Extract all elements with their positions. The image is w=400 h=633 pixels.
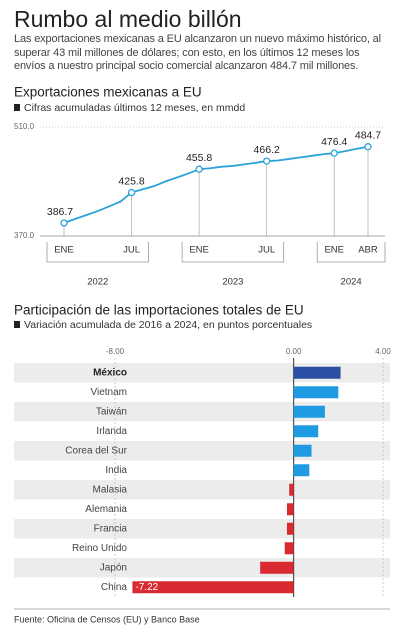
x-tick-label: JUL: [123, 245, 140, 256]
source: Fuente: Oficina de Censos (EU) y Banco B…: [14, 614, 200, 624]
bar: [293, 444, 312, 457]
x-tick-label: 4.00: [375, 347, 391, 356]
bar: [293, 366, 341, 379]
y-tick-label: Irlanda: [96, 426, 127, 437]
marker: [195, 165, 203, 173]
value-label: 386.7: [47, 206, 73, 218]
row-band: [14, 519, 390, 539]
page-title: Rumbo al medio billón: [14, 6, 242, 32]
chart-title: Exportaciones mexicanas a EU: [14, 85, 202, 100]
y-tick-label: Taiwán: [96, 406, 127, 417]
year-bracket: [316, 242, 386, 263]
y-tick-label: 370.0: [14, 231, 35, 240]
bar: [286, 503, 294, 516]
value-label: 476.4: [321, 136, 347, 148]
bar: [132, 581, 294, 594]
marker: [330, 149, 338, 157]
bar: [293, 386, 339, 399]
y-tick-label: Francia: [94, 523, 128, 534]
x-tick-label: 0.00: [286, 347, 302, 356]
y-tick-label: Vietnam: [90, 387, 127, 398]
value-label: 466.2: [254, 144, 280, 156]
value-label: 455.8: [186, 152, 212, 164]
y-tick-label: China: [101, 582, 128, 593]
y-tick-label: Reino Unido: [72, 543, 127, 554]
y-tick-label: Corea del Sur: [65, 445, 127, 456]
chart-title: Participación de las importaciones total…: [14, 303, 304, 318]
intro-text: Las exportaciones mexicanas a EU alcanza…: [14, 33, 381, 72]
bar: [293, 464, 310, 477]
bar: [293, 405, 325, 418]
x-tick-label: JUL: [258, 245, 275, 256]
row-band: [14, 480, 390, 500]
y-tick-label: India: [105, 465, 127, 476]
line: [63, 145, 369, 224]
bar: [289, 483, 294, 496]
value-label: 425.8: [118, 175, 144, 187]
marker: [364, 143, 372, 151]
year-label: 2023: [222, 277, 243, 288]
y-tick-label: Malasia: [93, 484, 128, 495]
bar: [286, 522, 294, 535]
bar: [284, 542, 294, 555]
value-label: 484.7: [355, 129, 381, 141]
x-tick-label: ENE: [324, 245, 344, 256]
bullet: [14, 104, 20, 111]
row-band: [14, 402, 390, 422]
x-tick-label: ENE: [189, 245, 209, 256]
chart-subtitle: Variación acumulada de 2016 a 2024, en p…: [24, 319, 312, 331]
marker: [263, 157, 271, 165]
year-label: 2022: [87, 277, 108, 288]
x-tick-label: ABR: [358, 245, 378, 256]
marker: [60, 219, 68, 227]
chart-subtitle: Cifras acumuladas últimos 12 meses, en m…: [24, 102, 245, 114]
bullet: [14, 321, 20, 328]
row-band: [14, 558, 390, 578]
year-bracket: [181, 242, 285, 263]
year-label: 2024: [341, 277, 362, 288]
marker: [127, 188, 136, 197]
x-tick-label: ENE: [54, 245, 74, 256]
y-tick-label: Alemania: [85, 504, 127, 515]
x-tick-label: -8.00: [106, 347, 125, 356]
bar: [260, 561, 294, 574]
y-tick-label: Japón: [100, 562, 127, 573]
y-tick-label: 510.0: [14, 122, 35, 131]
value-label: -7.22: [135, 582, 158, 593]
year-bracket: [46, 242, 149, 263]
bar: [293, 425, 319, 438]
y-tick-label: México: [93, 367, 127, 378]
